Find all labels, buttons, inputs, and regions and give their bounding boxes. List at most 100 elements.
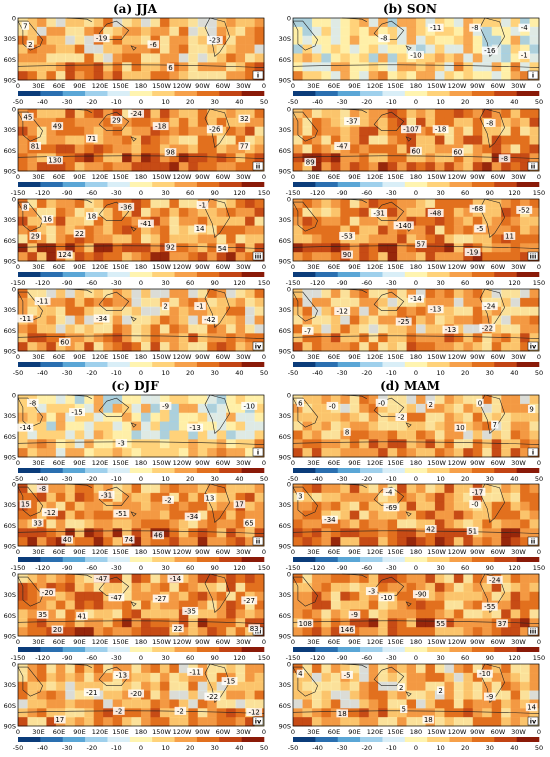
lon-tick-label: 0 [291,728,295,736]
value-label: 74 [124,536,133,544]
panel-index-box [252,447,264,457]
colorbar-tick-label: -90 [62,564,73,572]
lon-tick-label: 0 [262,728,266,736]
lon-tick-label: 0 [262,82,266,90]
lon-tick-label: 30E [32,353,44,361]
coastline [292,111,318,142]
value-label: -15 [224,678,235,686]
colorbar-tick-label: -10 [386,744,397,752]
colorbar-segment [40,468,64,473]
colorbar-tick-label: 10 [436,98,444,106]
value-label: -2 [115,707,122,715]
colorbar-tick-label: -90 [337,189,348,197]
colorbar-tick-label: -150 [286,654,301,662]
lon-tick-label: 120E [92,82,109,90]
lon-tick-label: 60E [328,459,340,467]
colorbar-segment [360,647,383,652]
colorbar-tick-label: 30 [486,744,494,752]
lon-tick-label: 180 [410,173,422,181]
colorbar-tick-label: -10 [386,369,397,377]
value-label: 20 [53,626,62,634]
value-label-box [238,141,251,150]
lon-tick-label: 150E [387,173,404,181]
colorbar-tick-label: -20 [86,369,97,377]
value-label-box [371,209,388,217]
colorbar-segment [174,557,198,562]
lon-tick-label: 180 [410,353,422,361]
lon-tick-label: 150E [387,638,404,646]
coastline [130,511,137,517]
colorbar-tick-label: -20 [86,744,97,752]
value-label: -12 [44,509,55,517]
value-label: -3 [118,440,125,448]
colorbar-segment [494,737,517,742]
colorbar-segment [107,362,131,367]
lon-tick-label: 180 [135,353,147,361]
antarctica-coastline [17,530,265,534]
colorbar-segment [241,557,265,562]
colorbar-tick-label: 0 [139,654,143,662]
colorbar-tick-label: -40 [312,475,323,483]
value-label-box [427,400,435,409]
value-label-box [159,401,172,410]
value-label: -47 [336,142,347,150]
colorbar-tick-label: 30 [161,564,169,572]
value-label-box [469,500,481,509]
lon-tick-label: 120E [367,173,384,181]
value-label-box [432,125,449,134]
lon-tick-label: 120E [367,82,384,90]
colorbar-segment [382,737,406,742]
value-label-box [341,250,353,259]
coastline [405,601,412,607]
value-label: -18 [155,123,166,131]
value-label: -27 [244,597,255,605]
coastline [67,108,92,113]
coastline [98,486,130,506]
value-label-box [110,115,123,124]
colorbar-segment [40,91,64,96]
colorbar-tick-label: -90 [337,564,348,572]
coastline [292,291,318,322]
colorbar-tick-label: 150 [258,564,270,572]
colorbar-tick-label: 10 [161,369,169,377]
colorbar-segment [241,737,265,742]
value-label: 17 [55,716,64,724]
value-label-box [29,231,42,240]
colorbar-tick-label: -120 [35,189,50,197]
lon-tick-label: 90W [195,353,210,361]
value-label-box [246,708,263,717]
value-label-box [182,606,199,615]
colorbar-tick-label: -30 [111,654,122,662]
colorbar-tick-label: 0 [139,564,143,572]
colorbar-segment [315,91,339,96]
value-label-box [375,398,388,407]
coastline [130,316,137,322]
map-frame [17,663,265,727]
panel-index-label: i [532,72,534,80]
colorbar-tick-label: 30 [161,654,169,662]
value-label: -0 [378,399,385,407]
value-label: 11 [505,232,514,240]
colorbar-segment [404,647,428,652]
lon-tick-label: 120E [367,638,384,646]
lat-tick-label: 30S [279,216,291,224]
value-label: -37 [346,118,357,126]
lon-tick-label: 150E [112,638,129,646]
map-panel-jja-i: 0 30S 60S 90S 0 30E 60E 90E 120E 150E 180 150W 120W 9… [0,15,275,107]
field [18,395,265,458]
colorbar-tick-label: -60 [361,654,372,662]
colorbar-tick-label: -120 [35,654,50,662]
value-label: -13 [430,306,441,314]
colorbar-segment [337,647,361,652]
colorbar-segment [427,182,450,187]
map-panel-djf-i: 0 30S 60S 90S 0 30E 60E 90E 120E 150E 180 150W 120W 9… [0,392,275,484]
coastline [479,394,505,434]
lon-tick-label: 90W [470,353,485,361]
lon-tick-label: 60E [328,263,340,271]
lon-tick-label: 90W [195,82,210,90]
lon-tick-label: 150W [152,353,171,361]
coastline [292,576,318,607]
colorbar-tick-label: 90 [486,654,494,662]
lon-tick-label: 90W [470,638,485,646]
value-label: -18 [435,126,446,134]
